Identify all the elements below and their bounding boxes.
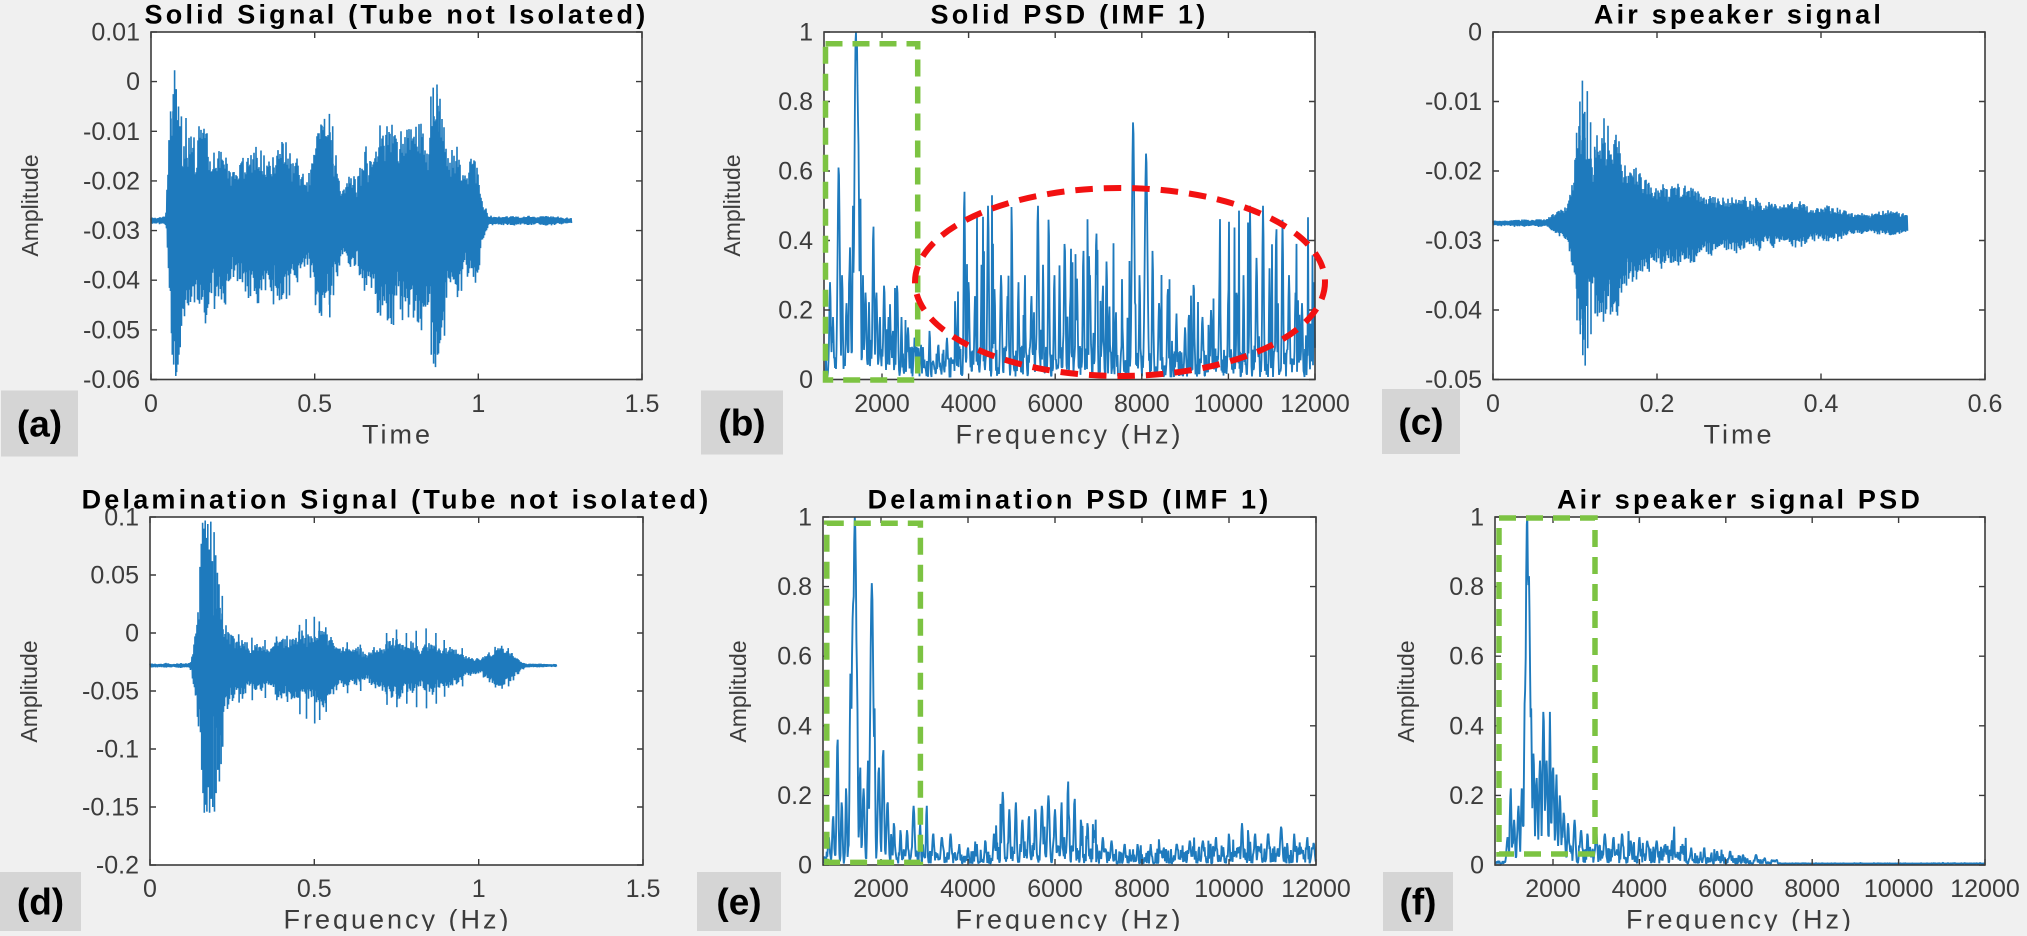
svg-text:(d): (d) — [17, 882, 64, 923]
svg-text:0.2: 0.2 — [778, 297, 813, 325]
svg-text:Solid Signal (Tube not Isolate: Solid Signal (Tube not Isolated) — [145, 0, 649, 30]
svg-text:-0.1: -0.1 — [96, 736, 139, 764]
svg-text:1.5: 1.5 — [626, 875, 661, 903]
svg-text:(e): (e) — [716, 882, 761, 923]
svg-text:-0.01: -0.01 — [83, 118, 140, 146]
svg-text:1: 1 — [798, 504, 812, 532]
svg-text:8000: 8000 — [1784, 875, 1840, 903]
svg-text:0: 0 — [798, 852, 812, 880]
svg-text:Frequency (Hz): Frequency (Hz) — [283, 905, 511, 932]
svg-text:-0.06: -0.06 — [83, 366, 140, 394]
svg-text:4000: 4000 — [941, 390, 997, 418]
svg-text:0.1: 0.1 — [104, 504, 139, 532]
svg-text:0.6: 0.6 — [1449, 643, 1484, 671]
svg-text:12000: 12000 — [1280, 390, 1350, 418]
svg-text:Amplitude: Amplitude — [719, 154, 745, 256]
svg-text:6000: 6000 — [1027, 875, 1083, 903]
svg-text:Amplitude: Amplitude — [1393, 640, 1419, 742]
svg-text:0: 0 — [125, 620, 139, 648]
svg-text:10000: 10000 — [1194, 390, 1264, 418]
svg-text:0.2: 0.2 — [1449, 782, 1484, 810]
svg-text:Delamination PSD (IMF 1): Delamination PSD (IMF 1) — [868, 485, 1272, 515]
svg-text:0.4: 0.4 — [1804, 390, 1839, 418]
svg-text:0.4: 0.4 — [1449, 712, 1484, 740]
svg-text:10000: 10000 — [1194, 875, 1264, 903]
svg-text:Time: Time — [362, 420, 433, 450]
svg-text:6000: 6000 — [1027, 390, 1083, 418]
svg-text:0: 0 — [1468, 19, 1482, 47]
svg-text:(a): (a) — [17, 404, 62, 445]
svg-text:6000: 6000 — [1698, 875, 1754, 903]
svg-text:0: 0 — [143, 875, 157, 903]
svg-text:(c): (c) — [1398, 402, 1443, 443]
svg-text:-0.15: -0.15 — [82, 794, 139, 822]
svg-text:0.2: 0.2 — [777, 782, 812, 810]
svg-text:Air speaker signal PSD: Air speaker signal PSD — [1557, 485, 1923, 515]
svg-text:0.8: 0.8 — [777, 573, 812, 601]
svg-text:12000: 12000 — [1950, 875, 2020, 903]
svg-text:-0.04: -0.04 — [83, 267, 140, 295]
svg-text:12000: 12000 — [1281, 875, 1351, 903]
svg-text:Solid PSD (IMF 1): Solid PSD (IMF 1) — [931, 0, 1209, 30]
svg-text:8000: 8000 — [1114, 390, 1170, 418]
svg-text:0.8: 0.8 — [778, 88, 813, 116]
svg-text:(b): (b) — [718, 403, 765, 444]
svg-text:-0.02: -0.02 — [1425, 158, 1482, 186]
svg-text:0.05: 0.05 — [90, 562, 139, 590]
svg-text:1: 1 — [1470, 504, 1484, 532]
svg-text:-0.03: -0.03 — [1425, 227, 1482, 255]
svg-text:0.6: 0.6 — [778, 158, 813, 186]
svg-text:Amplitude: Amplitude — [17, 154, 43, 256]
svg-text:2000: 2000 — [853, 875, 909, 903]
svg-text:Amplitude: Amplitude — [725, 640, 751, 742]
svg-text:1: 1 — [799, 19, 813, 47]
svg-text:1.5: 1.5 — [625, 390, 660, 418]
svg-text:Frequency (Hz): Frequency (Hz) — [1626, 905, 1854, 932]
svg-text:(f): (f) — [1400, 882, 1437, 923]
svg-text:2000: 2000 — [1525, 875, 1581, 903]
svg-text:0: 0 — [126, 68, 140, 96]
svg-text:1: 1 — [471, 390, 485, 418]
svg-text:0: 0 — [1470, 852, 1484, 880]
svg-text:4000: 4000 — [940, 875, 996, 903]
svg-text:0.6: 0.6 — [1968, 390, 2003, 418]
svg-text:0: 0 — [799, 366, 813, 394]
svg-text:0.5: 0.5 — [297, 390, 332, 418]
svg-text:0: 0 — [1486, 390, 1500, 418]
svg-text:Time: Time — [1704, 420, 1775, 450]
svg-text:0: 0 — [144, 390, 158, 418]
svg-text:Delamination Signal (Tube not: Delamination Signal (Tube not isolated) — [82, 485, 712, 515]
svg-text:4000: 4000 — [1612, 875, 1668, 903]
svg-text:-0.04: -0.04 — [1425, 297, 1482, 325]
svg-text:8000: 8000 — [1114, 875, 1170, 903]
svg-text:-0.01: -0.01 — [1425, 88, 1482, 116]
svg-text:Frequency (Hz): Frequency (Hz) — [955, 905, 1183, 932]
svg-text:0.01: 0.01 — [91, 19, 140, 47]
svg-text:-0.2: -0.2 — [96, 852, 139, 880]
svg-text:0.8: 0.8 — [1449, 573, 1484, 601]
svg-text:-0.05: -0.05 — [82, 678, 139, 706]
svg-text:0.4: 0.4 — [777, 712, 812, 740]
svg-text:Frequency (Hz): Frequency (Hz) — [955, 420, 1183, 450]
svg-text:0.6: 0.6 — [777, 643, 812, 671]
svg-text:0.5: 0.5 — [297, 875, 332, 903]
svg-text:Air speaker signal: Air speaker signal — [1594, 0, 1884, 30]
svg-text:1: 1 — [472, 875, 486, 903]
svg-text:Amplitude: Amplitude — [16, 640, 42, 742]
svg-text:10000: 10000 — [1864, 875, 1934, 903]
svg-text:2000: 2000 — [854, 390, 910, 418]
svg-text:-0.05: -0.05 — [83, 316, 140, 344]
svg-text:-0.03: -0.03 — [83, 217, 140, 245]
svg-text:0.4: 0.4 — [778, 227, 813, 255]
svg-text:-0.02: -0.02 — [83, 167, 140, 195]
svg-text:0.2: 0.2 — [1640, 390, 1675, 418]
